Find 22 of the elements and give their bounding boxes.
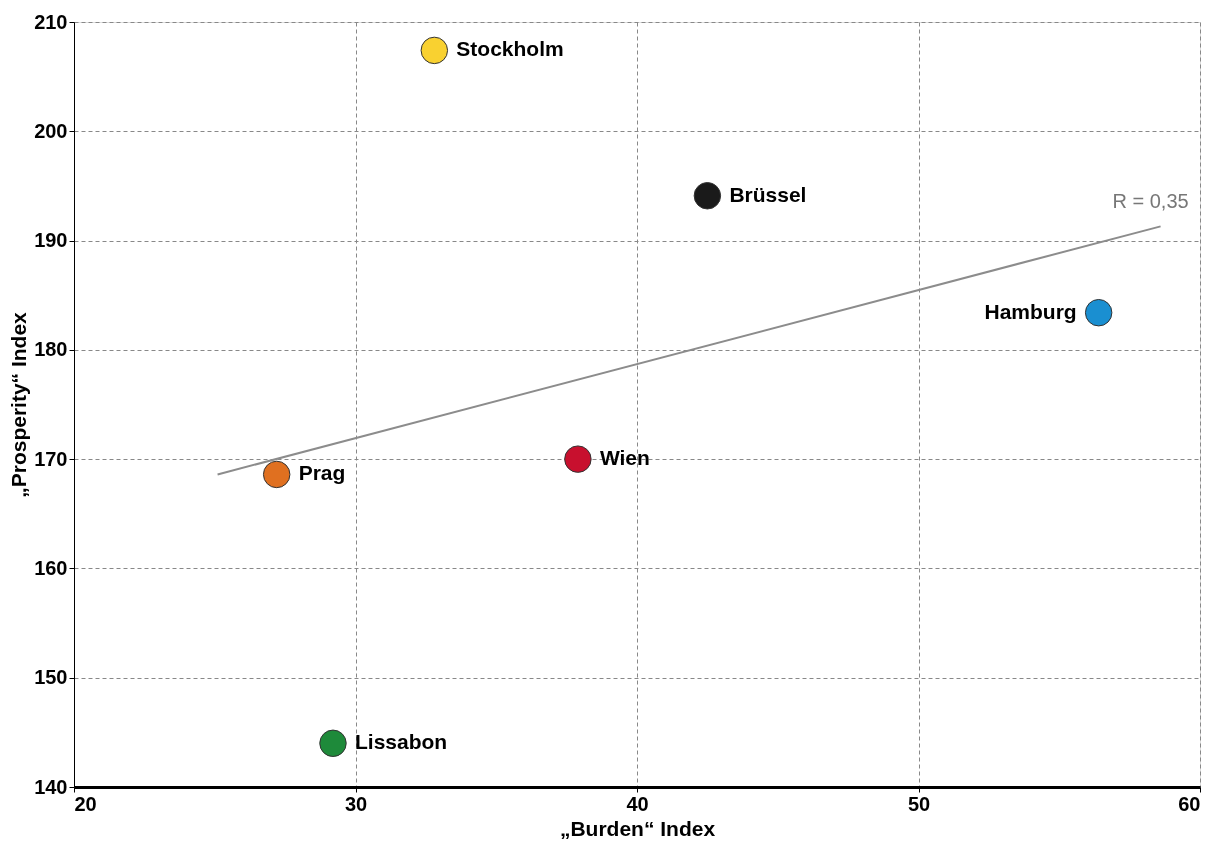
y-tick-label: 180 [34, 338, 68, 361]
series-label: Brüssel [729, 182, 807, 206]
y-axis-title: „Prosperity“ Index [7, 311, 31, 498]
y-tick-label: 170 [34, 447, 68, 470]
y-tick-label: 140 [34, 775, 68, 798]
series-label: Hamburg [984, 299, 1077, 323]
series-label: Stockholm [456, 37, 564, 61]
x-tick-label: 50 [907, 792, 931, 815]
y-tick-label: 200 [34, 119, 68, 142]
x-tick-label: 30 [344, 792, 368, 815]
series-label: Prag [298, 461, 346, 485]
series-label: Lissabon [354, 730, 448, 754]
x-tick-label: 40 [626, 792, 649, 815]
x-tick-label: 20 [74, 792, 97, 815]
y-tick-label: 190 [34, 229, 68, 252]
y-tick-label: 210 [34, 10, 68, 33]
series-label: Wien [599, 446, 650, 470]
y-tick-label: 160 [34, 556, 68, 579]
y-tick-label: 150 [34, 666, 68, 689]
x-axis-title: „Burden“ Index [559, 816, 716, 840]
annotation: R = 0,35 [1112, 190, 1189, 213]
x-tick-label: 60 [1178, 792, 1201, 815]
